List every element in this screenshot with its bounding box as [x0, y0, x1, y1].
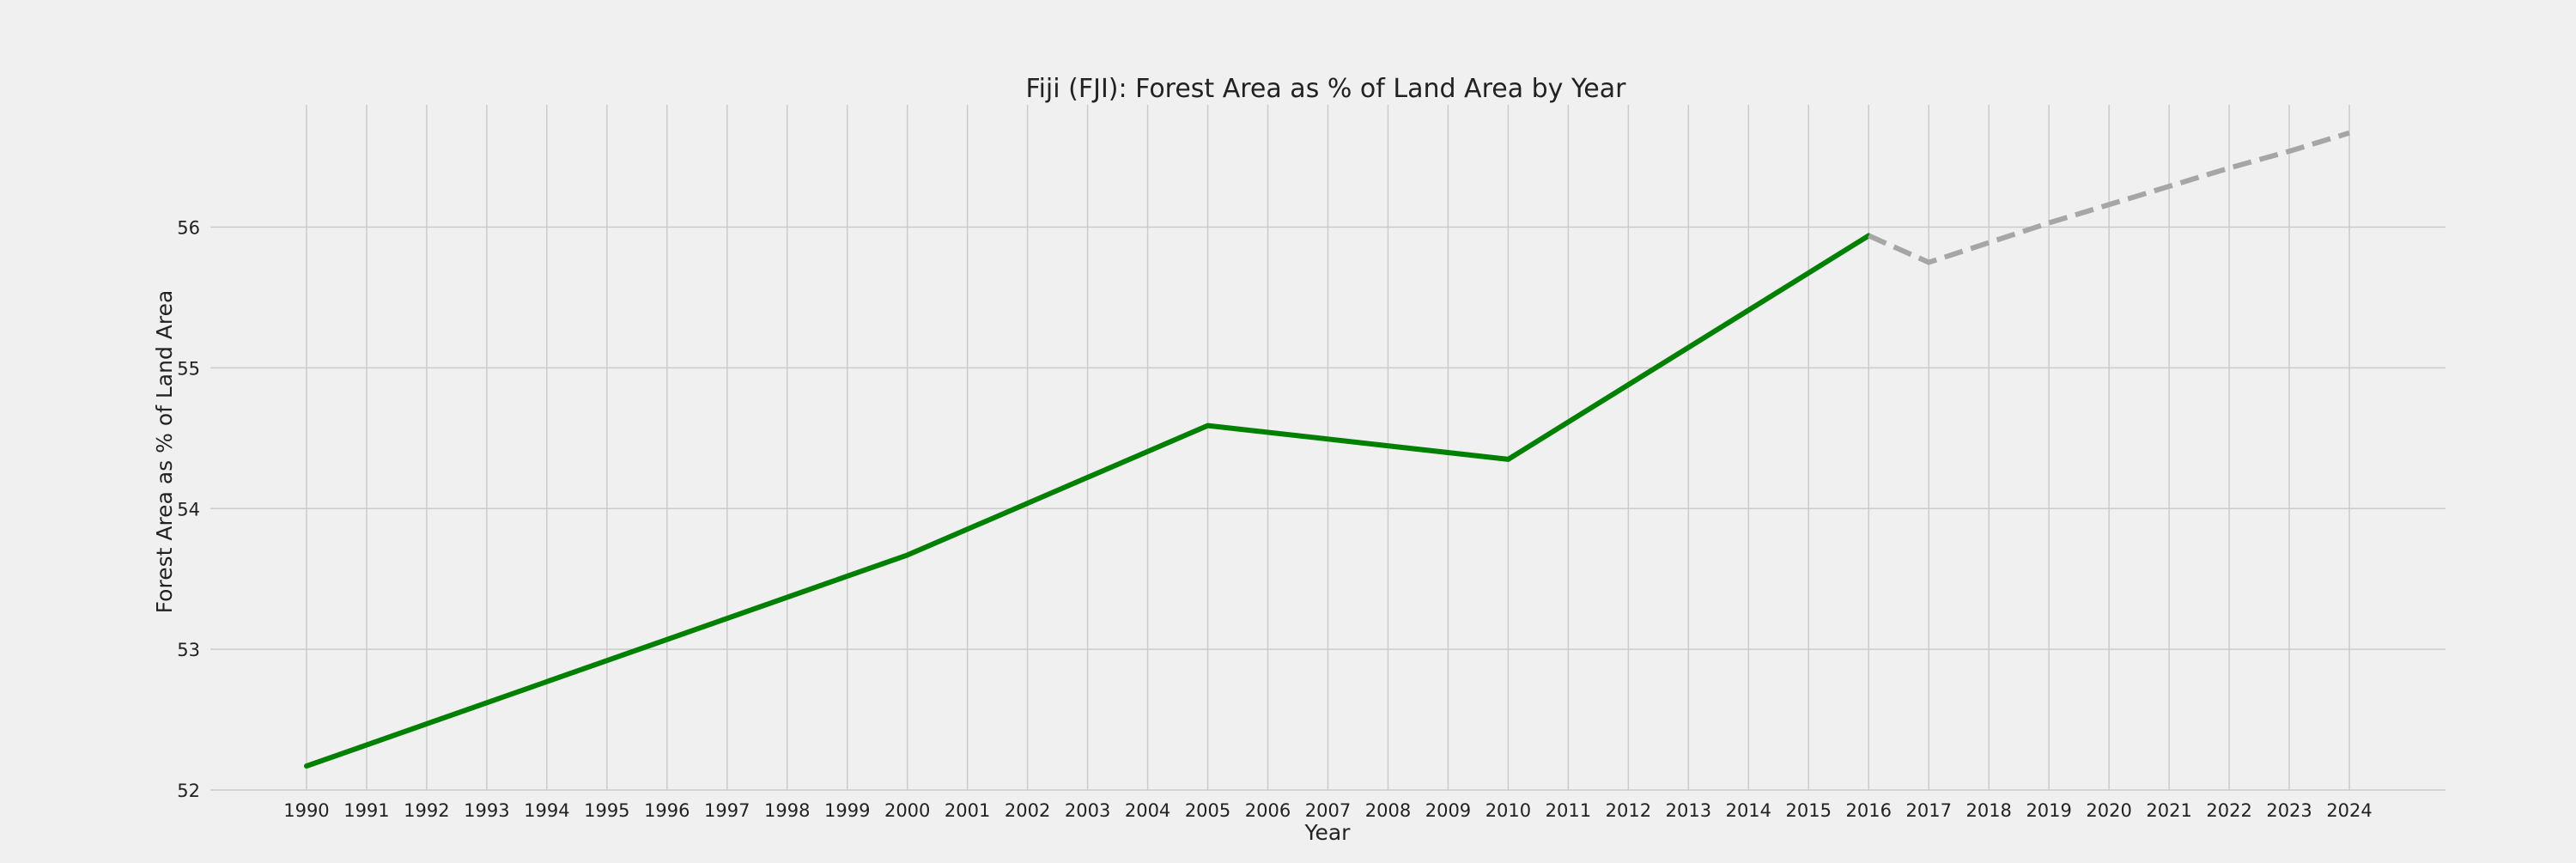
x-tick-label: 1993: [464, 800, 509, 821]
x-tick-label: 2003: [1065, 800, 1110, 821]
x-tick-label: 2020: [2086, 800, 2131, 821]
x-tick-label: 2017: [1906, 800, 1952, 821]
y-tick-label: 54: [177, 499, 200, 520]
x-tick-label: 2023: [2266, 800, 2312, 821]
y-tick-label: 53: [177, 640, 200, 660]
x-tick-label: 2006: [1245, 800, 1291, 821]
x-tick-label: 2010: [1485, 800, 1531, 821]
x-axis-label: Year: [1304, 820, 1352, 845]
x-tick-label: 2015: [1786, 800, 1832, 821]
projection-line: [1868, 130, 2350, 265]
x-tick-label: 2011: [1546, 800, 1591, 821]
x-tick-label: 2004: [1125, 800, 1170, 821]
x-tick-label: 2016: [1846, 800, 1892, 821]
y-tick-label: 55: [177, 358, 200, 379]
x-tick-label: 1998: [764, 800, 810, 821]
x-tick-label: 2007: [1305, 800, 1351, 821]
x-tick-label: 1994: [524, 800, 569, 821]
y-tick-label: 56: [177, 218, 200, 239]
x-tick-label: 1990: [283, 800, 329, 821]
forest-area-line: [304, 233, 1872, 769]
x-tick-label: 2013: [1666, 800, 1711, 821]
chart-title: Fiji (FJI): Forest Area as % of Land Are…: [1026, 74, 1627, 104]
axes: 1990 1991 1992 1993 1994 1995 1996 1997 1998 1999…: [177, 218, 2372, 821]
x-tick-label: 2021: [2146, 800, 2191, 821]
x-tick-label: 2018: [1965, 800, 2011, 821]
x-tick-label: 1991: [343, 800, 389, 821]
x-tick-label: 2000: [884, 800, 930, 821]
x-tick-label: 2022: [2206, 800, 2251, 821]
x-tick-label: 2005: [1185, 800, 1230, 821]
x-tick-label: 2019: [2026, 800, 2071, 821]
series: [304, 130, 2350, 769]
x-tick-label: 2008: [1365, 800, 1411, 821]
x-tick-label: 2001: [945, 800, 990, 821]
x-tick-label: 2024: [2326, 800, 2372, 821]
y-axis-label: Forest Area as % of Land Area: [152, 290, 177, 614]
x-tick-label: 2009: [1425, 800, 1471, 821]
x-tick-label: 1995: [584, 800, 629, 821]
grid: [210, 105, 2445, 791]
x-tick-label: 1996: [644, 800, 690, 821]
x-tick-label: 1992: [404, 800, 449, 821]
x-tick-label: 2014: [1726, 800, 1771, 821]
x-tick-label: 1999: [824, 800, 870, 821]
x-tick-label: 2002: [1005, 800, 1050, 821]
x-tick-label: 2012: [1606, 800, 1651, 821]
x-tick-label: 1997: [704, 800, 750, 821]
y-tick-label: 52: [177, 781, 200, 801]
